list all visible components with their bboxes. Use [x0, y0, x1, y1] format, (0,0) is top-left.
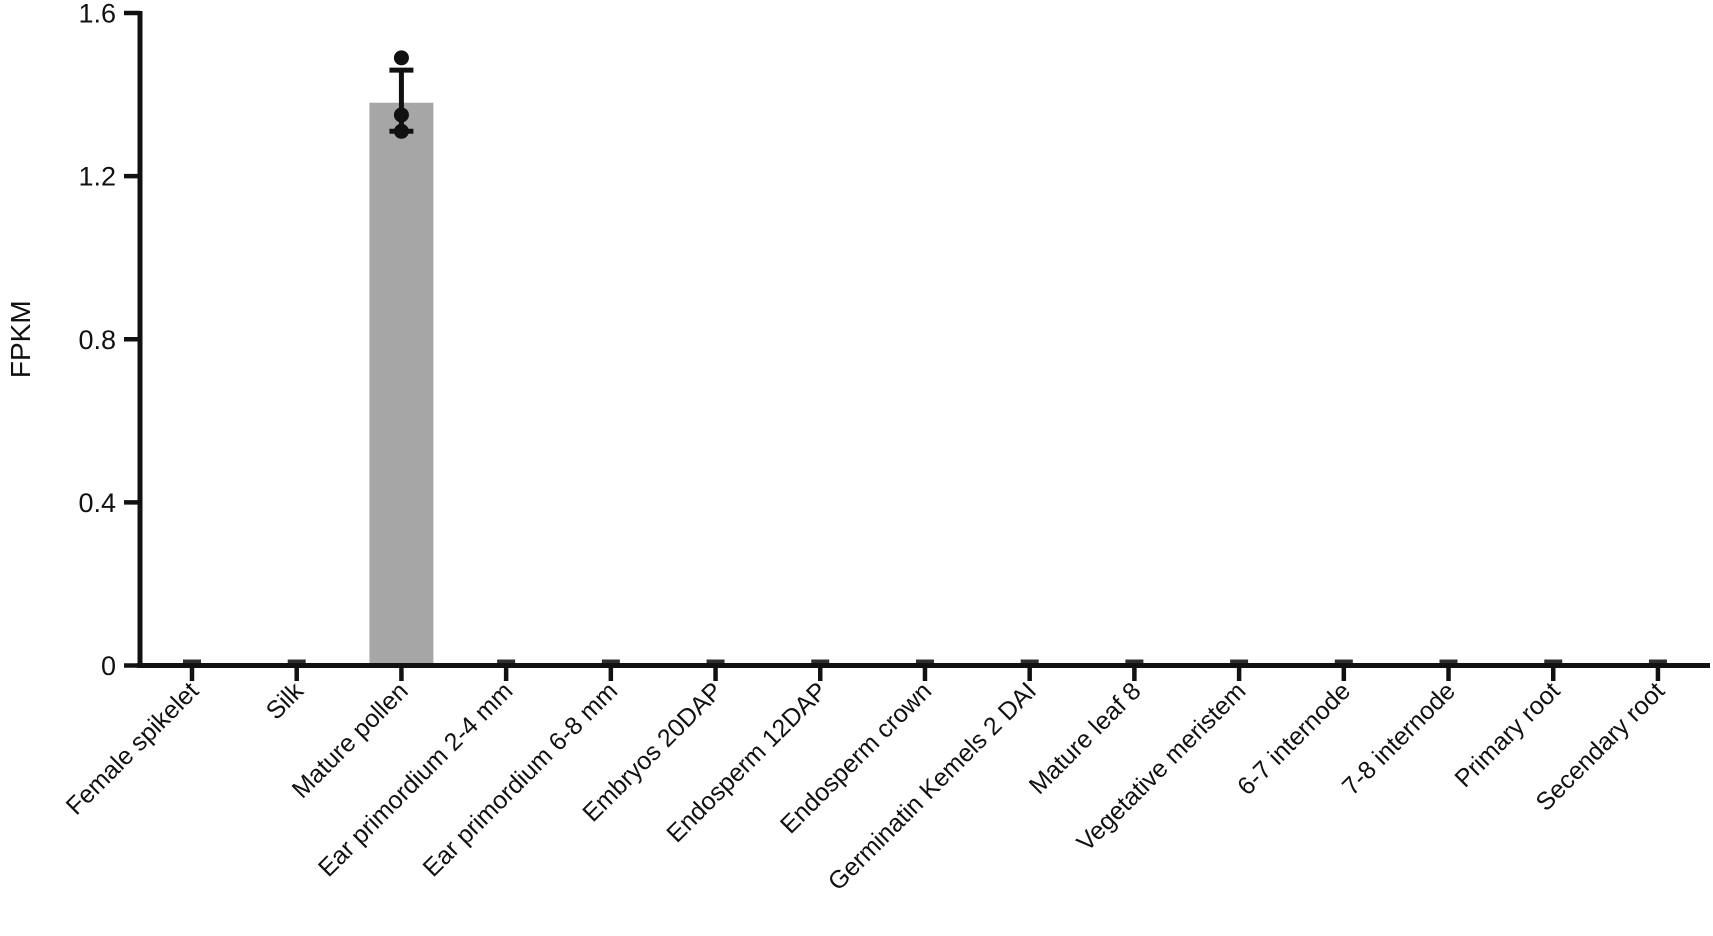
zero-value-mark [811, 659, 830, 663]
y-tick-label: 1.6 [78, 0, 116, 29]
zero-value-mark [1439, 659, 1458, 663]
zero-value-mark [601, 659, 620, 663]
zero-value-mark [1544, 659, 1563, 663]
data-point-dot [393, 50, 409, 66]
zero-value-mark [1334, 659, 1353, 663]
x-tick-label: Germinatin Kemels 2 DAI [823, 677, 1042, 896]
y-tick-label: 0.4 [78, 488, 116, 518]
y-tick-label: 0.8 [78, 325, 116, 355]
x-tick-label: Primary root [1449, 677, 1565, 793]
zero-value-mark [915, 659, 934, 663]
zero-value-mark [183, 659, 201, 663]
zero-value-mark [287, 659, 306, 663]
zero-value-mark [497, 659, 516, 663]
data-point-dot [393, 107, 409, 123]
zero-value-mark [1648, 659, 1667, 663]
data-point-dot [393, 123, 409, 139]
x-tick-label: Female spikelet [61, 677, 205, 821]
x-tick-label: Ear primordium 6-8 mm [418, 677, 623, 882]
x-tick-label: Vegetative meristem [1071, 677, 1251, 857]
zero-value-mark [1020, 659, 1039, 663]
x-tick-label: Silk [261, 677, 310, 726]
bar [369, 102, 434, 666]
zero-value-mark [706, 659, 725, 663]
y-axis-title: FPKM [5, 300, 36, 378]
zero-value-mark [1125, 659, 1144, 663]
y-tick-label: 0 [101, 651, 116, 681]
zero-value-mark [1230, 659, 1249, 663]
x-tick-label: 7-8 internode [1337, 677, 1461, 801]
x-tick-label: Ear primordium 2-4 mm [313, 677, 518, 882]
y-tick-label: 1.2 [78, 162, 116, 192]
